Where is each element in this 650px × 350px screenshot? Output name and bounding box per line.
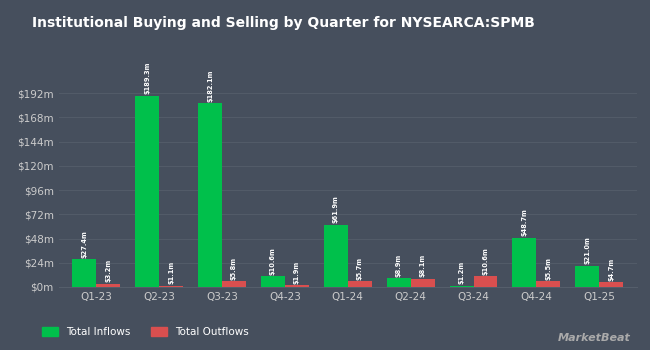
Bar — [72, 259, 96, 287]
Bar — [285, 285, 309, 287]
Text: $5.5m: $5.5m — [545, 257, 551, 280]
Text: $21.0m: $21.0m — [584, 236, 590, 264]
Text: $27.4m: $27.4m — [81, 230, 87, 258]
Bar — [575, 266, 599, 287]
Text: $189.3m: $189.3m — [144, 62, 150, 94]
Legend: Total Inflows, Total Outflows: Total Inflows, Total Outflows — [38, 323, 253, 341]
Text: $8.1m: $8.1m — [420, 254, 426, 277]
Text: $1.2m: $1.2m — [458, 261, 465, 284]
Bar — [348, 281, 372, 287]
Text: Institutional Buying and Selling by Quarter for NYSEARCA:SPMB: Institutional Buying and Selling by Quar… — [32, 16, 536, 30]
Text: $10.6m: $10.6m — [482, 247, 488, 275]
Bar — [473, 276, 497, 287]
Text: $1.9m: $1.9m — [294, 260, 300, 284]
Text: $182.1m: $182.1m — [207, 69, 213, 102]
Text: $4.7m: $4.7m — [608, 258, 614, 281]
Bar — [198, 103, 222, 287]
Text: $5.7m: $5.7m — [357, 257, 363, 280]
Bar — [96, 284, 120, 287]
Bar — [261, 276, 285, 287]
Bar — [512, 238, 536, 287]
Text: MarketBeat: MarketBeat — [558, 333, 630, 343]
Bar — [324, 224, 348, 287]
Bar — [599, 282, 623, 287]
Bar — [159, 286, 183, 287]
Text: $8.9m: $8.9m — [396, 253, 402, 276]
Bar — [411, 279, 435, 287]
Text: $10.6m: $10.6m — [270, 247, 276, 275]
Bar — [536, 281, 560, 287]
Text: $1.1m: $1.1m — [168, 261, 174, 285]
Text: $48.7m: $48.7m — [521, 209, 527, 236]
Text: $5.8m: $5.8m — [231, 257, 237, 280]
Bar — [450, 286, 473, 287]
Text: $61.9m: $61.9m — [333, 195, 339, 223]
Bar — [135, 96, 159, 287]
Bar — [387, 278, 411, 287]
Bar — [222, 281, 246, 287]
Text: $3.2m: $3.2m — [105, 259, 111, 282]
